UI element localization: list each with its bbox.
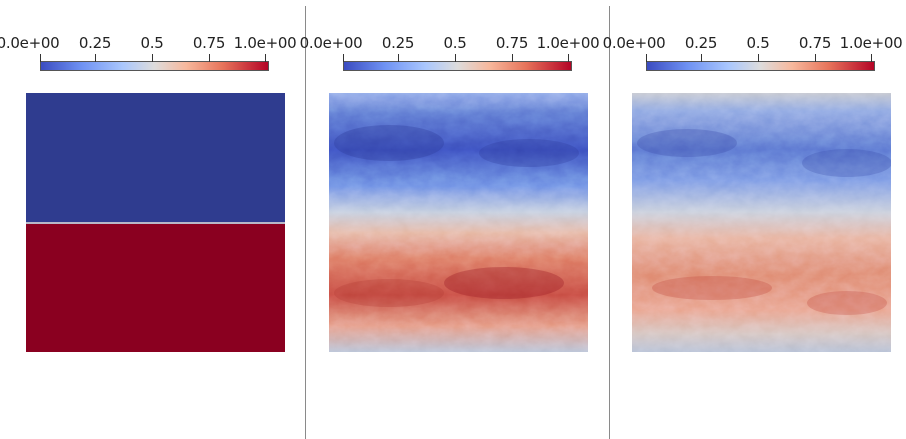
colorbar: 0.0e+00 0.25 0.5 0.75 1.0e+00 (0, 34, 297, 74)
colorbar-tick (209, 54, 210, 62)
colorbar-tick-label: 0.75 (798, 34, 832, 52)
colorbar-tick-label: 0.0e+00 (299, 34, 363, 52)
colorbar-tick (455, 54, 456, 62)
viewport-2[interactable]: 0.0e+00 0.25 0.5 0.75 1.0e+00 (300, 0, 609, 439)
colorbar-tick (512, 54, 513, 62)
colorbar-tick (758, 54, 759, 62)
colorbar-tick-label: 0.5 (443, 34, 467, 52)
field-image (329, 93, 588, 352)
colorbar-tick-label: 0.5 (746, 34, 770, 52)
field-interface (26, 222, 285, 224)
field-patch (334, 125, 444, 161)
field-region-low (26, 93, 285, 222)
colorbar-tick-label: 0.25 (684, 34, 718, 52)
colorbar-tick-label: 0.75 (192, 34, 226, 52)
colorbar-tick-label: 0.25 (78, 34, 112, 52)
colorbar-tick-label: 1.0e+00 (536, 34, 600, 52)
colorbar-tick (95, 54, 96, 62)
field-image (26, 93, 285, 352)
colorbar-tick (568, 54, 569, 62)
field-patch (652, 276, 772, 300)
field-plot-initial (26, 93, 285, 352)
colorbar-tick (646, 54, 647, 62)
colorbar-tick (152, 54, 153, 62)
colorbar-tick (343, 54, 344, 62)
colorbar-tick (701, 54, 702, 62)
colorbar-tick-label: 0.0e+00 (602, 34, 666, 52)
colorbar-tick (815, 54, 816, 62)
colorbar: 0.0e+00 0.25 0.5 0.75 1.0e+00 (300, 34, 600, 74)
field-plot-late (632, 93, 891, 352)
colorbar-gradient (343, 61, 572, 71)
colorbar-tick-label: 1.0e+00 (233, 34, 297, 52)
viewport-divider[interactable] (609, 6, 610, 439)
field-region-high (26, 224, 285, 352)
viewport-3[interactable]: 0.0e+00 0.25 0.5 0.75 1.0e+00 (603, 0, 906, 439)
viewport-divider[interactable] (305, 6, 306, 439)
field-patch (637, 129, 737, 157)
field-noise (329, 93, 588, 352)
colorbar-tick-label: 1.0e+00 (839, 34, 903, 52)
field-patch (807, 291, 887, 315)
field-patch (444, 267, 564, 299)
colorbar: 0.0e+00 0.25 0.5 0.75 1.0e+00 (603, 34, 903, 74)
colorbar-tick-label: 0.0e+00 (0, 34, 60, 52)
viewport-1[interactable]: 0.0e+00 0.25 0.5 0.75 1.0e+00 (0, 0, 305, 439)
colorbar-tick (40, 54, 41, 62)
field-plot-mid (329, 93, 588, 352)
field-patch (802, 149, 891, 177)
colorbar-tick (871, 54, 872, 62)
colorbar-gradient (40, 61, 269, 71)
colorbar-tick-label: 0.75 (495, 34, 529, 52)
field-patch (479, 139, 579, 167)
colorbar-tick (265, 54, 266, 62)
field-patch (334, 279, 444, 307)
field-image (632, 93, 891, 352)
colorbar-tick (398, 54, 399, 62)
field-noise (632, 93, 891, 352)
colorbar-tick-label: 0.25 (381, 34, 415, 52)
colorbar-tick-label: 0.5 (140, 34, 164, 52)
colorbar-gradient (646, 61, 875, 71)
